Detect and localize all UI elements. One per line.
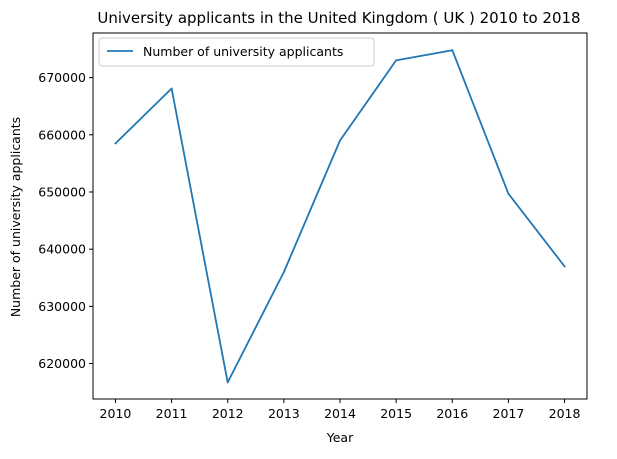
y-tick-label: 640000	[38, 242, 86, 257]
data-point	[395, 59, 398, 62]
data-point	[507, 192, 510, 195]
x-axis-label: Year	[326, 430, 354, 445]
data-point	[563, 265, 566, 268]
data-point	[451, 49, 454, 52]
data-point	[114, 142, 117, 145]
x-tick-label: 2011	[156, 406, 188, 421]
x-tick-label: 2014	[324, 406, 356, 421]
x-tick-label: 2016	[436, 406, 468, 421]
data-point	[339, 139, 341, 142]
chart-title: University applicants in the United King…	[97, 9, 580, 27]
y-tick-label: 660000	[38, 127, 86, 142]
x-tick-label: 2018	[549, 406, 581, 421]
y-axis-ticks: 620000 630000 640000 650000 660000 670000	[38, 70, 93, 371]
data-point	[282, 271, 285, 273]
x-tick-label: 2013	[268, 406, 300, 421]
legend-entry-label: Number of university applicants	[143, 44, 343, 59]
y-tick-label: 650000	[38, 184, 86, 199]
x-tick-label: 2017	[493, 406, 525, 421]
series-layer	[114, 49, 566, 384]
x-tick-label: 2012	[212, 406, 244, 421]
y-tick-label: 620000	[38, 356, 86, 371]
y-tick-label: 630000	[38, 299, 86, 314]
plot-area	[92, 32, 588, 400]
data-point	[226, 381, 229, 384]
y-tick-label: 670000	[38, 70, 86, 85]
x-axis-ticks: 2010 2011 2012 2013 2014 2015 2016 2017 2018	[100, 399, 581, 421]
y-axis-label: Number of university applicants	[8, 117, 23, 317]
legend: Number of university applicants	[98, 37, 375, 67]
data-point	[170, 87, 173, 90]
x-tick-label: 2010	[100, 406, 132, 421]
legend-box	[98, 37, 375, 67]
x-tick-label: 2015	[380, 406, 412, 421]
